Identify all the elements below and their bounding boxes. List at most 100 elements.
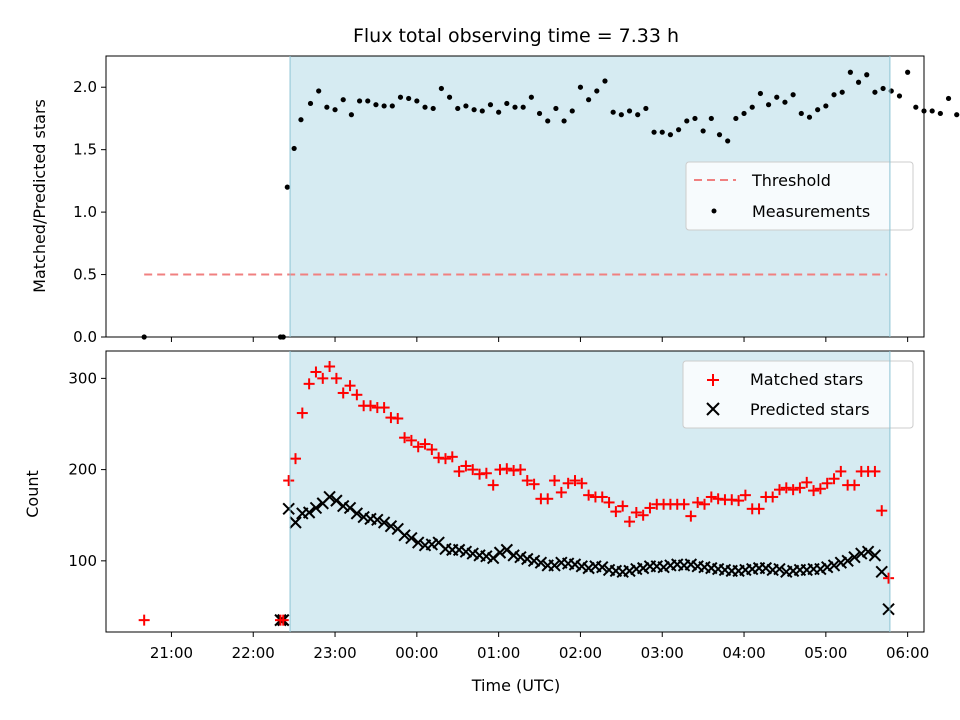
measurement-point xyxy=(790,92,796,98)
matched-star-point xyxy=(685,510,697,522)
measurement-point xyxy=(725,138,731,144)
matched-star-point xyxy=(773,484,785,496)
measurement-point xyxy=(569,108,575,114)
matched-star-point xyxy=(453,465,465,477)
matched-star-point xyxy=(739,489,751,501)
predicted-star-point xyxy=(289,516,302,529)
measurement-point xyxy=(487,102,494,108)
measurement-point xyxy=(316,88,322,94)
measurement-point xyxy=(782,99,788,105)
predicted-legend-marker xyxy=(706,402,720,416)
measurement-point xyxy=(397,94,404,100)
measurement-point xyxy=(847,69,853,75)
matched-star-point xyxy=(637,509,649,521)
count-legend: Matched stars Predicted stars xyxy=(682,360,914,429)
measurement-point xyxy=(692,115,698,122)
matched-star-point xyxy=(277,614,289,626)
measurement-point xyxy=(340,97,346,103)
measurement-point xyxy=(373,102,379,108)
matched-star-point xyxy=(344,380,356,392)
measurement-point xyxy=(618,112,624,118)
predicted-star-point xyxy=(841,554,854,568)
ratio-y-axis: 0.0 0.5 1.0 1.5 2.0 xyxy=(73,78,106,346)
measurement-point xyxy=(733,115,739,122)
count-y-tick-label: 300 xyxy=(68,369,97,387)
matched-star-point xyxy=(480,467,492,479)
predicted-star-point xyxy=(282,502,295,516)
matched-star-point xyxy=(303,378,315,390)
predicted-star-point xyxy=(377,516,391,529)
measurement-point xyxy=(929,108,935,114)
predicted-star-point xyxy=(405,531,418,545)
predicted-star-point xyxy=(848,550,861,564)
predicted-star-point xyxy=(384,519,398,533)
count-x-tick-label: 21:00 xyxy=(150,644,193,662)
matched-star-point xyxy=(555,486,567,498)
matched-star-point xyxy=(446,451,458,463)
measurement-point xyxy=(430,105,436,112)
measurement-point xyxy=(438,85,444,92)
measurement-point xyxy=(667,132,674,138)
predicted-legend-label: Predicted stars xyxy=(750,400,870,419)
measurement-point xyxy=(528,94,534,100)
count-x-tick-label: 03:00 xyxy=(641,644,684,662)
measurement-point xyxy=(381,103,387,109)
measurement-point xyxy=(741,110,747,117)
measurement-point xyxy=(577,84,584,90)
measurement-point xyxy=(651,129,657,135)
measurement-point xyxy=(545,118,551,124)
matched-star-point xyxy=(692,496,704,508)
count-axes-frame xyxy=(105,350,925,633)
matched-star-point xyxy=(583,489,595,501)
count-legend-box xyxy=(682,360,914,429)
measurement-point xyxy=(504,100,510,107)
count-panel: 100 200 300 21:00 22:00 23:00 00:00 01:00 02:00… xyxy=(23,350,929,695)
measurement-point xyxy=(798,110,804,117)
predicted-star-point xyxy=(875,565,888,578)
matched-legend-marker xyxy=(707,374,719,386)
ratio-legend: Threshold Measurements xyxy=(685,161,914,231)
matched-star-point xyxy=(835,465,847,477)
ratio-legend-box xyxy=(685,161,914,231)
matched-star-point xyxy=(310,366,322,378)
matched-star-point xyxy=(814,483,826,495)
matched-star-point xyxy=(521,475,533,487)
measurement-point xyxy=(643,105,649,112)
count-x-tick-label: 06:00 xyxy=(886,644,929,662)
ratio-panel: 0.00.51.01.52.0 Matched/Predicted stars … xyxy=(30,55,960,346)
measurement-point xyxy=(635,112,641,118)
matched-star-point xyxy=(426,444,438,456)
measurement-point xyxy=(422,104,428,110)
predicted-star-point xyxy=(371,513,384,526)
matched-star-point xyxy=(290,453,302,465)
measurement-point xyxy=(332,107,338,113)
measurement-point xyxy=(954,112,960,118)
matched-star-point xyxy=(378,402,390,414)
matched-star-point xyxy=(283,475,295,487)
x-axis-label: Time (UTC) xyxy=(471,676,560,695)
measurement-point xyxy=(716,132,723,138)
matched-legend-label: Matched stars xyxy=(750,370,863,389)
measurement-point xyxy=(823,103,829,109)
measurement-point xyxy=(512,104,518,110)
measurement-point xyxy=(806,114,813,120)
count-x-tick-label: 01:00 xyxy=(477,644,520,662)
measurement-point xyxy=(520,104,526,110)
matched-star-point xyxy=(337,387,349,399)
measurement-point xyxy=(389,103,395,109)
measurement-point xyxy=(553,105,559,112)
matched-star-point xyxy=(624,516,636,528)
count-x-tick-label: 02:00 xyxy=(559,644,602,662)
matched-star-point xyxy=(794,482,806,494)
predicted-star-point xyxy=(350,507,364,520)
ratio-y-tick-label: 1.5 xyxy=(73,141,97,159)
predicted-star-point xyxy=(411,536,425,549)
matched-star-point xyxy=(501,463,513,475)
matched-star-point xyxy=(351,389,363,401)
matched-star-point xyxy=(610,506,622,518)
ratio-y-tick-label: 2.0 xyxy=(73,78,97,96)
matched-star-point xyxy=(419,438,431,450)
count-x-tick-label: 05:00 xyxy=(804,644,847,662)
measurement-point xyxy=(913,104,919,110)
predicted-star-point xyxy=(398,529,411,542)
